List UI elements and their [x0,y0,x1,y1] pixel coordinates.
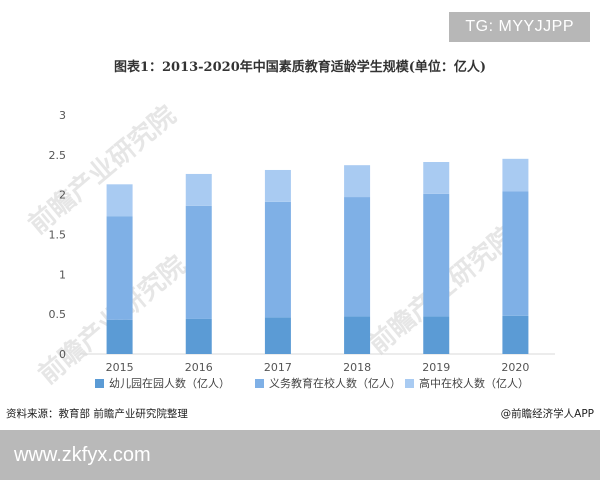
y-tick-label: 2 [59,189,66,202]
y-tick-label: 0 [59,348,66,361]
bar-segment [344,197,371,317]
bar-segment [502,158,529,192]
bar-segment [502,191,529,316]
bar-segment [106,216,133,320]
bar-segment [423,162,450,194]
bar-segment [185,173,212,206]
x-tick-label: 2018 [343,361,371,374]
x-tick-label: 2015 [106,361,134,374]
legend-swatch [405,379,414,388]
tag-label: TG: MYYJJPP [449,12,590,42]
bar-segment [185,205,212,319]
source-note: 资料来源：教育部 前瞻产业研究院整理 [6,408,188,420]
bottom-watermark-text: www.zkfyx.com [14,444,151,466]
bar-segment [344,165,371,198]
bar-segment [106,184,133,217]
chart-title: 图表1：2013-2020年中国素质教育适龄学生规模(单位：亿人) [113,60,487,75]
legend-swatch [95,379,104,388]
y-tick-label: 1.5 [49,229,67,242]
y-tick-label: 3 [59,109,66,122]
legend-swatch [255,379,264,388]
y-tick-label: 0.5 [49,308,67,321]
y-tick-label: 2.5 [49,149,67,162]
bar-segment [264,169,291,202]
author-credit: @前瞻经济学人APP [500,408,594,420]
x-tick-label: 2016 [185,361,213,374]
bar-segment [264,317,291,354]
x-tick-label: 2017 [264,361,292,374]
bar-segment [423,316,450,354]
legend-label: 高中在校人数（亿人） [419,376,529,390]
bar-segment [185,318,212,354]
bar-segment [264,201,291,318]
x-tick-label: 2019 [422,361,450,374]
bar-segment [423,193,450,317]
bar-segment [502,315,529,354]
x-tick-label: 2020 [501,361,529,374]
legend-label: 义务教育在校人数（亿人） [269,376,401,390]
bottom-watermark-bar: www.zkfyx.com [0,430,600,480]
bar-segment [344,316,371,354]
y-tick-label: 1 [59,268,66,281]
legend-label: 幼儿园在园人数（亿人） [109,377,230,390]
bar-segment [106,319,133,354]
stacked-bar-chart: 0 0.5 1 1.5 2 2.5 3 2015 2016 2017 2018 2019 2020 幼儿园… [49,109,555,390]
